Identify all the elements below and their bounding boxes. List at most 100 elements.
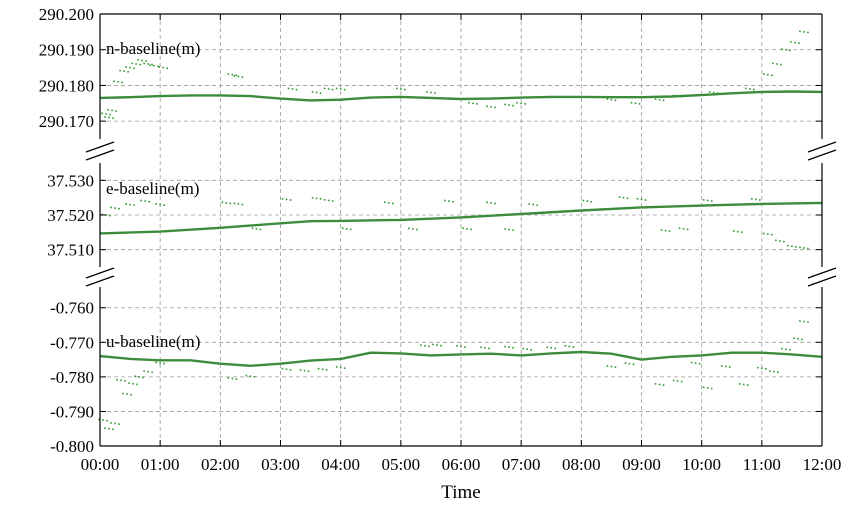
scatter-point (325, 369, 328, 371)
scatter-point (127, 70, 129, 73)
scatter-point (546, 346, 549, 349)
scatter-point (789, 49, 791, 52)
scatter-point (803, 31, 805, 33)
scatter-point (486, 105, 488, 108)
panel-u: u-baseline(m) (98, 320, 823, 431)
trend-line (99, 201, 823, 235)
y-tick-label: -0.800 (50, 437, 94, 456)
scatter-point (101, 213, 103, 216)
scatter-point (137, 59, 139, 61)
x-tick-label: 12:00 (803, 455, 842, 474)
scatter-point (772, 62, 774, 65)
axis-break-mark (807, 149, 837, 161)
y-tick-label: 37.530 (47, 171, 94, 190)
scatter-point (638, 103, 641, 105)
scatter-point (630, 101, 633, 104)
scatter-point (769, 370, 771, 372)
scatter-point (144, 200, 146, 202)
scatter-point (315, 197, 318, 200)
y-tick-label: 37.510 (47, 241, 94, 260)
scatter-point (138, 376, 140, 378)
y-tick-label: 290.190 (39, 41, 94, 60)
scatter-point (145, 60, 147, 62)
scatter-point (740, 231, 743, 234)
scatter-point (436, 344, 438, 346)
scatter-point (259, 228, 262, 231)
scatter-point (472, 102, 474, 105)
scatter-point (241, 203, 244, 206)
scatter-point (486, 201, 488, 204)
scatter-point (738, 383, 741, 385)
scatter-point (102, 419, 104, 421)
scatter-point (323, 199, 326, 201)
scatter-point (117, 81, 119, 83)
scatter-point (343, 367, 346, 369)
scatter-point (618, 196, 621, 198)
scatter-point (702, 199, 705, 201)
scatter-point (319, 198, 322, 200)
scatter-point (528, 203, 530, 205)
scatter-point (765, 368, 767, 370)
scatter-point (610, 365, 613, 368)
scatter-point (789, 349, 791, 351)
scatter-point (426, 91, 428, 93)
scatter-point (708, 91, 711, 93)
scatter-point (771, 74, 773, 77)
scatter-point (586, 200, 589, 202)
scatter-point (801, 338, 803, 341)
scatter-point (794, 41, 796, 44)
scatter-point (112, 117, 114, 119)
scatter-point (797, 338, 799, 340)
scatter-point (753, 88, 755, 91)
scatter-point (159, 362, 161, 364)
scatter-point (132, 382, 134, 385)
scatter-point (660, 229, 663, 231)
scatter-point (476, 103, 478, 105)
scatter-point (662, 384, 665, 386)
scatter-point (614, 99, 617, 102)
scatter-point (133, 204, 135, 206)
scatter-point (682, 228, 685, 230)
scatter-point (745, 87, 747, 90)
y-tick-label: 290.200 (39, 5, 94, 24)
scatter-point (131, 62, 133, 65)
scatter-point (339, 366, 342, 369)
scatter-point (143, 62, 145, 65)
scatter-point (139, 63, 141, 66)
scatter-point (104, 427, 106, 429)
scatter-point (746, 384, 749, 386)
scatter-point (114, 422, 116, 425)
scatter-point (520, 102, 522, 105)
scatter-point (763, 232, 765, 235)
scatter-point (686, 228, 689, 231)
scatter-point (448, 200, 450, 202)
x-tick-label: 10:00 (682, 455, 721, 474)
scatter-point (311, 196, 314, 199)
scatter-point (285, 198, 288, 201)
scatter-point (504, 103, 506, 106)
scatter-point (249, 375, 252, 377)
scatter-point (678, 227, 681, 230)
scatter-point (668, 230, 671, 232)
scatter-point (480, 346, 482, 349)
scatter-point (155, 203, 157, 205)
scatter-point (470, 228, 472, 231)
axis-break-mark (85, 149, 115, 161)
scatter-point (516, 101, 518, 104)
scatter-point (237, 203, 240, 205)
scatter-point (148, 200, 150, 203)
scatter-point (773, 370, 775, 373)
scatter-point (736, 230, 739, 233)
scatter-point (484, 347, 486, 349)
scatter-point (121, 81, 123, 84)
scatter-point (702, 386, 705, 389)
scatter-point (606, 365, 609, 367)
scatter-point (133, 67, 135, 69)
scatter-point (636, 198, 639, 200)
scatter-point (327, 199, 330, 202)
scatter-point (508, 104, 510, 106)
scatter-point (732, 230, 735, 232)
scatter-point (508, 346, 510, 348)
scatter-point (118, 207, 120, 210)
